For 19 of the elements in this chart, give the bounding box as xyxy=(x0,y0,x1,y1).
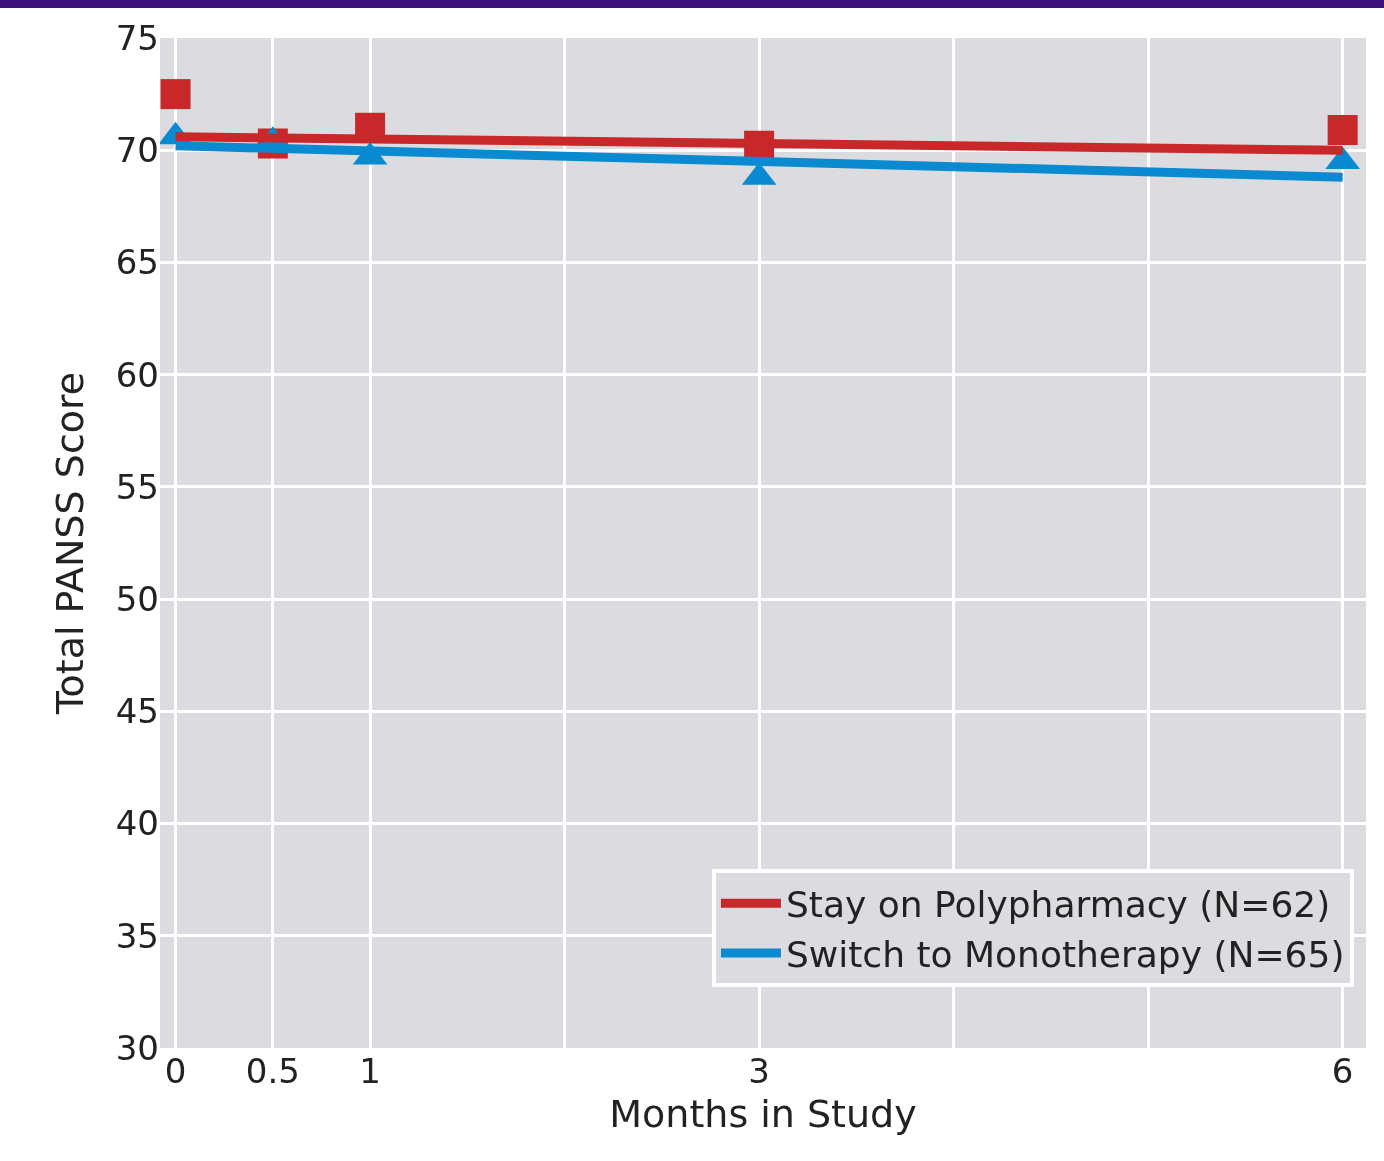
y-tick-label: 75 xyxy=(115,17,159,58)
y-tick-label: 65 xyxy=(115,242,159,283)
y-tick-label: 60 xyxy=(115,354,159,395)
legend-label: Switch to Monotherapy (N=65) xyxy=(785,934,1345,976)
y-tick-label: 55 xyxy=(115,466,159,507)
y-axis-title: Total PANSS Score xyxy=(47,371,92,716)
x-tick-label: 3 xyxy=(748,1051,770,1091)
y-tick-label: 35 xyxy=(115,915,159,956)
legend-label: Stay on Polypharmacy (N=62) xyxy=(785,884,1331,926)
x-tick-label: 6 xyxy=(1331,1051,1354,1091)
x-tick-label: 1 xyxy=(359,1051,381,1091)
x-axis-title: Months in Study xyxy=(609,1092,917,1137)
x-tick-label: 0.5 xyxy=(245,1051,300,1091)
y-tick-label: 70 xyxy=(115,130,159,171)
y-tick-label: 45 xyxy=(115,691,159,732)
y-tick-label: 50 xyxy=(115,579,159,620)
y-tick-label: 30 xyxy=(115,1027,159,1068)
y-tick-label: 40 xyxy=(115,803,159,844)
x-tick-label: 0 xyxy=(164,1051,187,1091)
